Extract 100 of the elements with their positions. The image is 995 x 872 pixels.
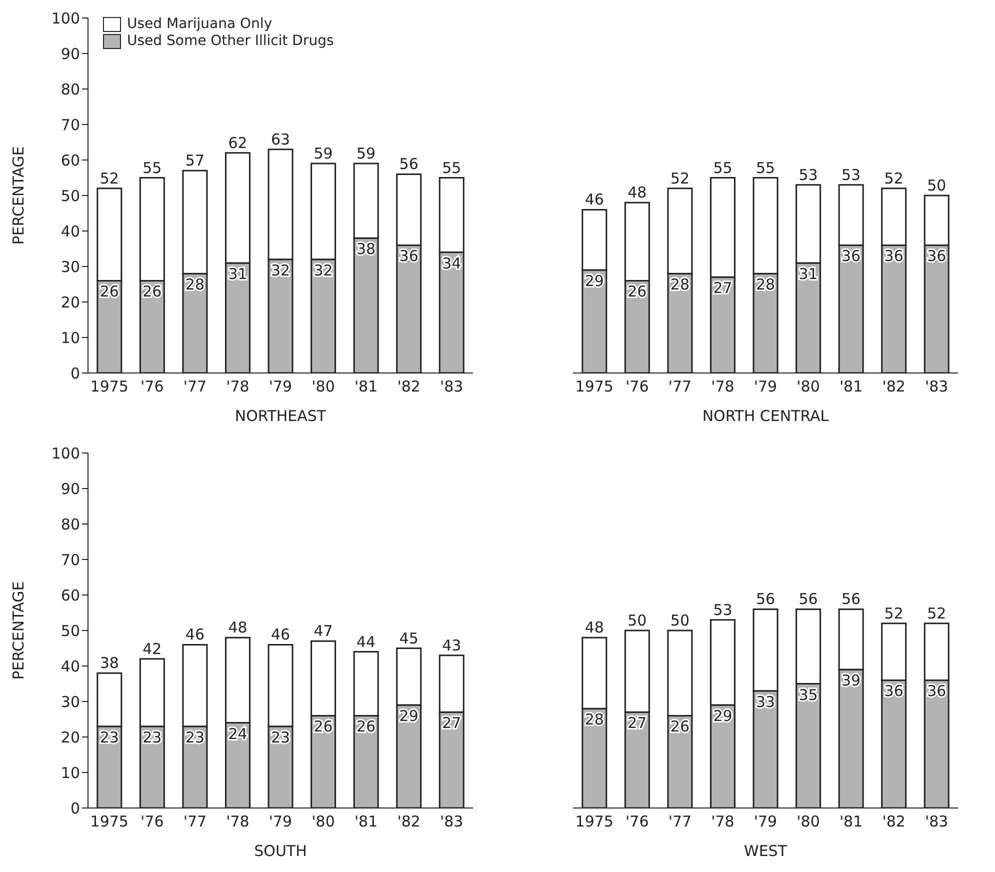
x-tick-label: '80 bbox=[796, 378, 820, 396]
data-label: 33 bbox=[756, 692, 776, 711]
x-tick-label: '82 bbox=[397, 812, 420, 831]
data-label: 35 bbox=[798, 686, 818, 704]
data-label: 26 bbox=[670, 718, 690, 736]
x-tick-label: '83 bbox=[440, 812, 464, 831]
total-label: 50 bbox=[670, 612, 690, 630]
x-axis-title: NORTH CENTRAL bbox=[702, 407, 830, 425]
x-tick-label: '79 bbox=[754, 812, 778, 831]
data-label: 28 bbox=[756, 276, 776, 294]
data-label: 23 bbox=[142, 728, 162, 746]
total-label: 56 bbox=[842, 590, 861, 608]
y-tick-label: 50 bbox=[60, 186, 80, 205]
total-label: 48 bbox=[228, 618, 248, 637]
y-axis-title: PERCENTAGE bbox=[9, 581, 28, 680]
data-label: 38 bbox=[356, 240, 376, 258]
x-tick-label: '79 bbox=[268, 812, 292, 831]
data-label: 26 bbox=[356, 718, 376, 736]
total-label: 38 bbox=[100, 654, 119, 672]
legend-label: Used Marijuana Only bbox=[127, 16, 272, 33]
data-label: 31 bbox=[228, 264, 248, 283]
data-label: 36 bbox=[842, 247, 861, 266]
total-label: 42 bbox=[142, 640, 162, 658]
x-tick-label: '76 bbox=[140, 378, 164, 396]
total-label: 56 bbox=[756, 590, 776, 608]
data-label: 26 bbox=[100, 282, 119, 301]
y-tick-label: 20 bbox=[60, 728, 80, 746]
y-tick-label: 20 bbox=[60, 293, 80, 312]
total-label: 52 bbox=[927, 604, 946, 622]
x-axis-title: WEST bbox=[744, 842, 788, 860]
data-label: 23 bbox=[100, 728, 119, 746]
x-tick-label: 1975 bbox=[575, 812, 614, 831]
data-label: 29 bbox=[399, 707, 418, 726]
x-tick-label: '76 bbox=[626, 812, 649, 831]
x-tick-label: 1975 bbox=[90, 378, 128, 396]
data-label: 28 bbox=[185, 276, 205, 294]
data-label: 39 bbox=[842, 672, 861, 690]
data-label: 32 bbox=[314, 261, 333, 280]
data-label: 29 bbox=[584, 272, 604, 290]
x-tick-label: '83 bbox=[925, 812, 948, 831]
y-tick-label: 0 bbox=[70, 799, 80, 818]
y-tick-label: 10 bbox=[60, 328, 80, 347]
total-label: 52 bbox=[884, 169, 904, 188]
x-tick-label: '80 bbox=[312, 378, 335, 396]
x-tick-label: '83 bbox=[440, 378, 464, 396]
y-tick-label: 80 bbox=[60, 515, 80, 534]
y-tick-label: 40 bbox=[60, 222, 80, 240]
total-label: 56 bbox=[399, 155, 418, 174]
data-label: 28 bbox=[584, 710, 604, 729]
data-label: 28 bbox=[670, 276, 690, 294]
x-tick-label: '78 bbox=[226, 812, 250, 831]
x-tick-label: '77 bbox=[183, 378, 207, 396]
total-label: 50 bbox=[927, 176, 946, 194]
y-tick-label: 60 bbox=[60, 151, 80, 170]
total-label: 44 bbox=[356, 632, 376, 651]
total-label: 52 bbox=[100, 169, 119, 188]
x-tick-label: '77 bbox=[668, 378, 692, 396]
total-label: 43 bbox=[442, 636, 462, 654]
x-tick-label: '77 bbox=[668, 812, 692, 831]
data-label: 36 bbox=[927, 247, 946, 266]
total-label: 55 bbox=[142, 158, 162, 177]
x-tick-label: '81 bbox=[354, 378, 378, 396]
y-tick-label: 30 bbox=[60, 258, 80, 276]
x-tick-label: '79 bbox=[268, 378, 292, 396]
total-label: 46 bbox=[584, 190, 604, 209]
total-label: 53 bbox=[842, 166, 861, 184]
y-tick-label: 80 bbox=[60, 80, 80, 98]
total-label: 52 bbox=[670, 169, 690, 188]
x-tick-label: '82 bbox=[882, 378, 906, 396]
x-tick-label: '80 bbox=[312, 812, 335, 831]
x-tick-label: '83 bbox=[925, 378, 948, 396]
y-tick-label: 30 bbox=[60, 692, 80, 711]
y-axis-title: PERCENTAGE bbox=[9, 146, 28, 245]
x-tick-label: 1975 bbox=[90, 812, 128, 831]
total-label: 48 bbox=[584, 618, 604, 637]
total-label: 62 bbox=[228, 134, 248, 152]
x-tick-label: '77 bbox=[183, 812, 207, 831]
total-label: 46 bbox=[270, 626, 290, 644]
total-label: 45 bbox=[399, 629, 418, 648]
x-tick-label: '78 bbox=[711, 812, 734, 831]
y-tick-label: 70 bbox=[60, 116, 80, 134]
total-label: 48 bbox=[628, 184, 647, 202]
total-label: 52 bbox=[884, 604, 904, 622]
data-label: 24 bbox=[228, 724, 248, 743]
total-label: 46 bbox=[185, 626, 205, 644]
total-label: 59 bbox=[314, 144, 333, 163]
data-label: 36 bbox=[884, 247, 904, 266]
data-label: 26 bbox=[142, 282, 162, 301]
data-label: 26 bbox=[628, 282, 647, 301]
x-tick-label: '81 bbox=[839, 812, 863, 831]
x-tick-label: '81 bbox=[354, 812, 378, 831]
data-label: 34 bbox=[442, 254, 462, 272]
y-tick-label: 60 bbox=[60, 586, 80, 604]
total-label: 50 bbox=[628, 612, 647, 630]
data-label: 31 bbox=[798, 264, 818, 283]
total-label: 55 bbox=[442, 158, 462, 177]
total-label: 55 bbox=[713, 158, 732, 177]
total-label: 59 bbox=[356, 144, 376, 163]
total-label: 57 bbox=[185, 152, 205, 170]
x-tick-label: '80 bbox=[796, 812, 820, 831]
